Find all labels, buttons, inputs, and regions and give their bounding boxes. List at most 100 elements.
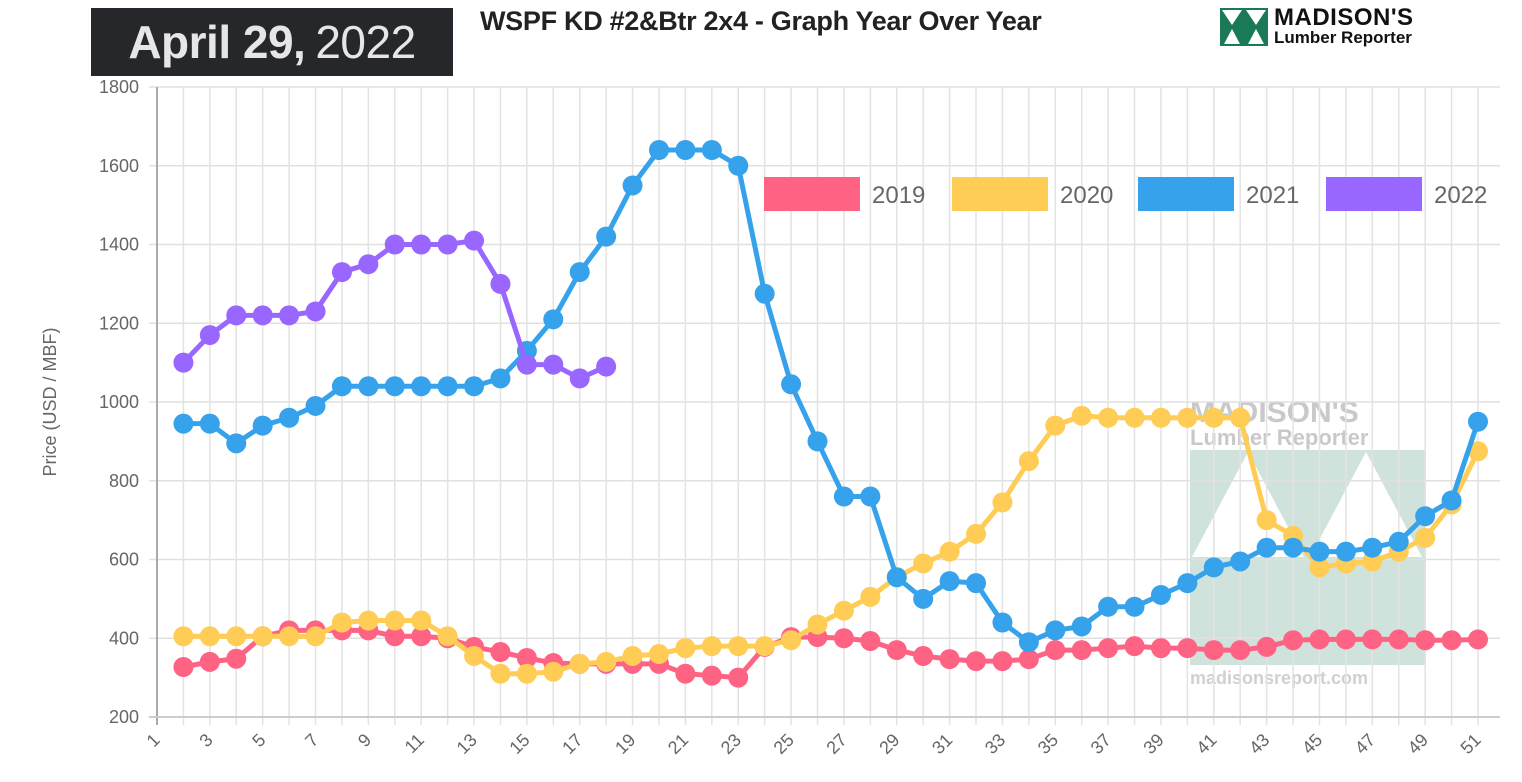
legend-item-2022[interactable]: 2022 <box>1326 177 1487 211</box>
data-point-2020 <box>1230 407 1251 428</box>
data-point-2021 <box>648 140 669 160</box>
data-point-2022 <box>279 305 300 326</box>
data-point-2019 <box>1177 638 1198 659</box>
data-point-2021 <box>913 588 934 609</box>
data-point-2021 <box>754 283 775 304</box>
legend-item-2021[interactable]: 2021 <box>1138 177 1299 211</box>
data-point-2021 <box>1256 537 1277 558</box>
x-tick-label: 29 <box>875 730 903 758</box>
data-point-2021 <box>1018 632 1039 653</box>
data-point-2021 <box>966 573 987 594</box>
x-tick-label: 5 <box>248 730 269 751</box>
data-point-2020 <box>516 663 537 684</box>
data-point-2020 <box>701 636 722 657</box>
data-point-2019 <box>490 642 511 663</box>
x-tick-label: 35 <box>1034 730 1062 758</box>
data-point-2019 <box>1230 640 1251 661</box>
data-point-2019 <box>913 645 934 666</box>
legend-swatch <box>764 177 860 211</box>
watermark-tree <box>1192 452 1304 557</box>
data-point-2019 <box>1441 630 1462 651</box>
data-point-2021 <box>833 486 854 507</box>
data-point-2019 <box>675 663 696 684</box>
x-tick-label: 51 <box>1457 730 1485 758</box>
watermark-tree <box>1310 452 1422 557</box>
data-point-2021 <box>1098 596 1119 617</box>
x-tick-label: 9 <box>354 730 375 751</box>
data-point-2022 <box>490 273 511 294</box>
x-tick-label: 43 <box>1245 730 1273 758</box>
data-point-2020 <box>1071 405 1092 426</box>
y-tick-label: 200 <box>109 707 139 727</box>
data-point-2020 <box>358 610 379 631</box>
data-point-2021 <box>1124 596 1145 617</box>
data-point-2019 <box>1098 638 1119 659</box>
data-point-2021 <box>1335 541 1356 562</box>
data-point-2021 <box>1177 573 1198 594</box>
data-point-2019 <box>1388 629 1409 650</box>
data-point-2020 <box>569 653 590 674</box>
data-point-2021 <box>992 612 1013 633</box>
data-point-2020 <box>622 645 643 666</box>
x-tick-label: 15 <box>505 730 533 758</box>
data-point-2020 <box>1124 407 1145 428</box>
data-point-2021 <box>1309 541 1330 562</box>
data-point-2019 <box>701 665 722 686</box>
x-tick-label: 45 <box>1298 730 1326 758</box>
series-group <box>173 140 1488 688</box>
data-point-2019 <box>728 667 749 688</box>
data-point-2019 <box>966 651 987 672</box>
date-day: April 29, <box>128 16 306 68</box>
data-point-2020 <box>992 492 1013 513</box>
x-tick-label: 19 <box>611 730 639 758</box>
data-point-2020 <box>596 651 617 672</box>
data-point-2021 <box>358 376 379 397</box>
data-point-2019 <box>226 648 247 669</box>
data-point-2021 <box>199 413 220 434</box>
watermark-url: madisonsreport.com <box>1190 668 1368 688</box>
logo-brand-line2: Lumber Reporter <box>1274 28 1412 47</box>
data-point-2020 <box>1256 510 1277 531</box>
chart-title: WSPF KD #2&Btr 2x4 - Graph Year Over Yea… <box>480 6 1042 36</box>
data-point-2020 <box>1150 407 1171 428</box>
data-point-2021 <box>464 376 485 397</box>
y-tick-label: 600 <box>109 550 139 570</box>
data-point-2022 <box>226 305 247 326</box>
x-tick-label: 17 <box>558 730 586 758</box>
data-point-2019 <box>939 649 960 670</box>
data-point-2021 <box>279 407 300 428</box>
data-point-2021 <box>437 376 458 397</box>
legend-item-2020[interactable]: 2020 <box>952 177 1113 211</box>
data-point-2019 <box>1468 629 1488 650</box>
x-tick-label: 39 <box>1139 730 1167 758</box>
y-tick-label: 400 <box>109 628 139 648</box>
data-point-2021 <box>1441 490 1462 511</box>
data-point-2021 <box>1388 531 1409 552</box>
data-point-2020 <box>1309 557 1330 578</box>
data-point-2019 <box>199 651 220 672</box>
data-point-2019 <box>1203 640 1224 661</box>
series-2021 <box>173 140 1488 653</box>
y-tick-label: 1200 <box>99 313 139 333</box>
x-tick-label: 31 <box>928 730 956 758</box>
data-point-2019 <box>173 656 194 677</box>
legend-item-2019[interactable]: 2019 <box>764 177 925 211</box>
legend-swatch <box>952 177 1048 211</box>
data-point-2022 <box>305 301 326 322</box>
data-point-2021 <box>1468 411 1488 432</box>
data-point-2020 <box>754 636 775 657</box>
data-point-2020 <box>384 610 405 631</box>
data-point-2021 <box>807 431 828 452</box>
data-point-2020 <box>1098 407 1119 428</box>
data-point-2021 <box>226 433 247 454</box>
data-point-2019 <box>411 626 432 647</box>
x-tick-label: 49 <box>1404 730 1432 758</box>
y-tick-label: 1600 <box>99 156 139 176</box>
y-tick-label: 1800 <box>99 77 139 97</box>
data-point-2020 <box>1415 527 1436 548</box>
data-point-2020 <box>966 523 987 544</box>
x-tick-label: 41 <box>1192 730 1220 758</box>
date-year: 2022 <box>315 16 416 68</box>
data-point-2022 <box>596 356 617 377</box>
